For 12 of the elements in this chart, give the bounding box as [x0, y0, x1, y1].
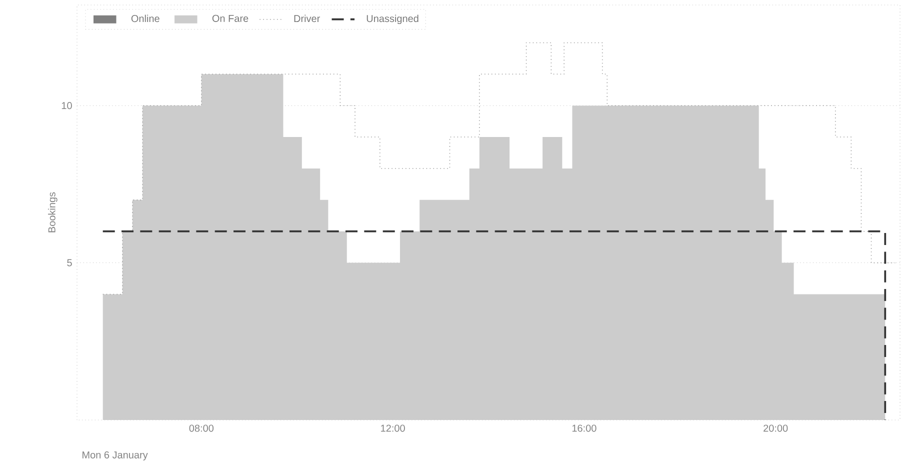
y-axis-title: Bookings — [48, 192, 58, 232]
legend-label: Online — [131, 14, 160, 22]
y-tick-label: 5 — [67, 259, 72, 266]
x-tick-label: 16:00 — [572, 424, 596, 432]
x-axis-title: Mon 6 January — [82, 451, 148, 460]
x-tick-label: 20:00 — [764, 424, 788, 432]
x-tick-label: 12:00 — [381, 424, 405, 432]
x-tick-label: 08:00 — [189, 424, 214, 432]
legend-label: Unassigned — [366, 14, 418, 24]
y-tick-label: 10 — [62, 102, 72, 110]
legend-label: Driver — [294, 14, 320, 22]
legend-label: On Fare — [212, 14, 248, 22]
